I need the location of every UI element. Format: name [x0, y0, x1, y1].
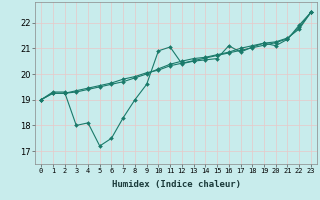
X-axis label: Humidex (Indice chaleur): Humidex (Indice chaleur): [111, 180, 241, 189]
